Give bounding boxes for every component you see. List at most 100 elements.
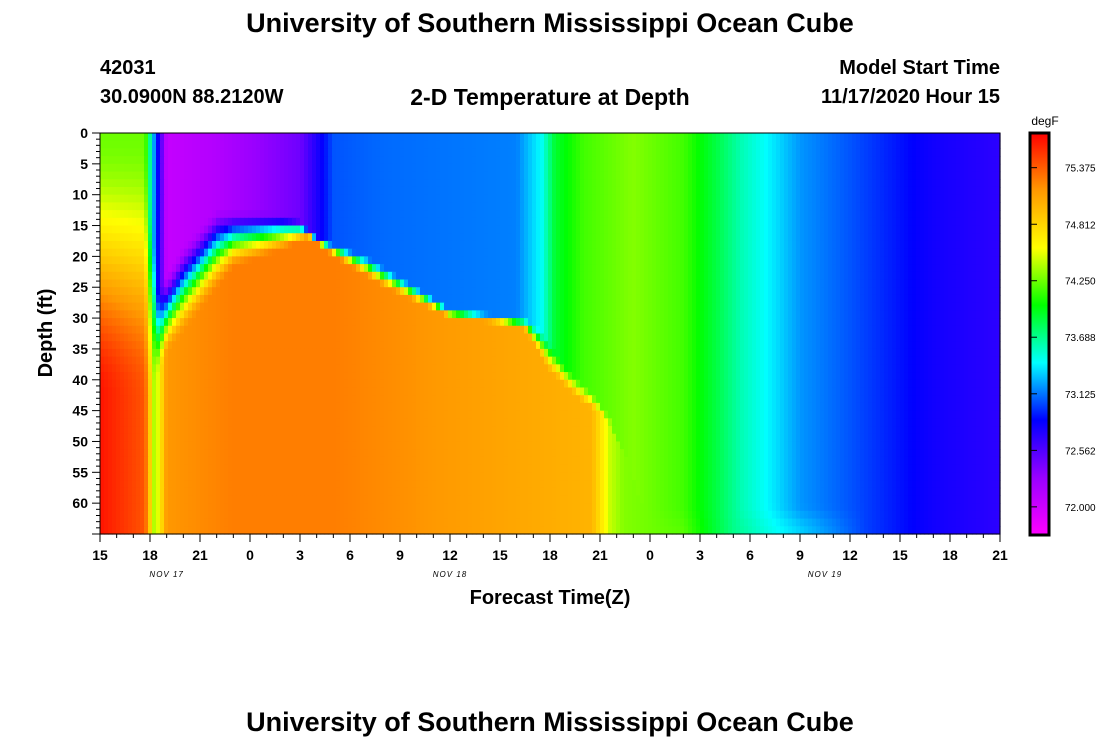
heatmap-cell [356,171,361,180]
heatmap-cell [276,210,281,219]
heatmap-cell [788,264,793,273]
heatmap-cell [568,264,573,273]
heatmap-cell [116,233,121,242]
heatmap-cell [308,240,313,250]
heatmap-cell [236,240,241,250]
heatmap-cell [748,179,753,188]
heatmap-cell [716,179,721,188]
heatmap-cell [332,140,337,150]
heatmap-cell [360,148,365,157]
heatmap-cell [156,233,161,242]
heatmap-cell [240,294,245,304]
heatmap-cell [424,171,429,180]
heatmap-cell [680,171,685,180]
heatmap-cell [684,194,689,203]
heatmap-cell [300,171,305,180]
heatmap-cell [420,194,425,203]
heatmap-cell [504,148,509,157]
heatmap-cell [684,202,689,211]
heatmap-cell [828,133,833,142]
heatmap-cell [368,225,373,234]
heatmap-cell [248,225,253,234]
heatmap-cell [216,302,221,311]
heatmap-cell [208,256,213,265]
heatmap-cell [800,133,805,142]
heatmap-cell [632,148,637,157]
heatmap-cell [100,240,105,250]
heatmap-cell [872,294,877,304]
heatmap-cell [764,294,769,304]
heatmap-cell [540,256,545,265]
heatmap-cell [328,194,333,203]
heatmap-cell [932,202,937,211]
heatmap-cell [336,248,341,257]
heatmap-cell [188,264,193,273]
heatmap-cell [884,148,889,157]
heatmap-cell [444,210,449,219]
heatmap-cell [828,148,833,157]
heatmap-cell [380,225,385,234]
heatmap-cell [964,140,969,150]
heatmap-cell [748,240,753,250]
heatmap-cell [624,179,629,188]
heatmap-cell [152,186,157,196]
heatmap-cell [924,287,929,296]
heatmap-cell [804,133,809,142]
heatmap-cell [916,264,921,273]
heatmap-cell [120,194,125,203]
heatmap-cell [344,240,349,250]
heatmap-cell [128,256,133,265]
heatmap-cell [560,225,565,234]
heatmap-cell [548,233,553,242]
heatmap-cell [980,156,985,165]
heatmap-cell [720,156,725,165]
heatmap-cell [260,186,265,196]
heatmap-cell [940,264,945,273]
heatmap-cell [620,217,625,227]
heatmap-cell [788,256,793,265]
heatmap-cell [440,264,445,273]
heatmap-cell [336,148,341,157]
heatmap-cell [452,194,457,203]
heatmap-cell [208,148,213,157]
heatmap-cell [320,294,325,304]
heatmap-cell [884,279,889,288]
heatmap-cell [432,202,437,211]
heatmap-cell [500,217,505,227]
heatmap-cell [380,294,385,304]
heatmap-cell [152,148,157,157]
heatmap-cell [612,256,617,265]
heatmap-cell [532,294,537,304]
heatmap-cell [212,302,217,311]
heatmap-cell [256,179,261,188]
heatmap-cell [212,171,217,180]
heatmap-cell [232,256,237,265]
heatmap-cell [396,240,401,250]
heatmap-cell [920,194,925,203]
heatmap-cell [524,217,529,227]
heatmap-cell [844,287,849,296]
heatmap-cell [452,163,457,173]
heatmap-cell [916,240,921,250]
heatmap-cell [268,248,273,257]
heatmap-cell [504,179,509,188]
heatmap-cell [284,194,289,203]
heatmap-cell [772,271,777,281]
heatmap-cell [384,210,389,219]
heatmap-cell [952,217,957,227]
heatmap-cell [896,148,901,157]
heatmap-cell [112,163,117,173]
heatmap-cell [284,163,289,173]
heatmap-cell [476,133,481,142]
heatmap-cell [736,287,741,296]
heatmap-cell [196,186,201,196]
heatmap-cell [456,202,461,211]
heatmap-cell [292,233,297,242]
heatmap-cell [520,256,525,265]
heatmap-cell [240,186,245,196]
heatmap-cell [964,294,969,304]
heatmap-cell [924,233,929,242]
heatmap-cell [204,256,209,265]
heatmap-cell [344,156,349,165]
heatmap-cell [236,171,241,180]
